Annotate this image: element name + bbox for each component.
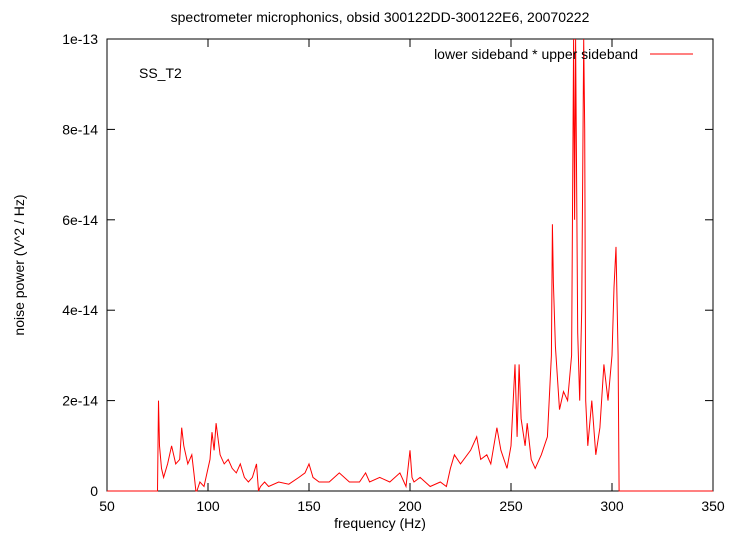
x-tick-label: 350	[701, 498, 725, 514]
x-tick-label: 50	[99, 498, 115, 514]
y-tick-label: 2e-14	[62, 393, 98, 409]
x-axis-ticks: 50 100 150 200 250 300 350	[99, 39, 725, 514]
plot-annotation: SS_T2	[139, 65, 182, 81]
x-tick-label: 300	[600, 498, 624, 514]
chart-title: spectrometer microphonics, obsid 300122D…	[171, 9, 590, 25]
x-axis-label: frequency (Hz)	[334, 515, 426, 531]
legend: lower sideband * upper sideband	[434, 46, 693, 62]
plot-frame	[106, 38, 714, 492]
y-axis-label: noise power (V^2 / Hz)	[11, 194, 27, 335]
x-tick-label: 250	[499, 498, 523, 514]
y-tick-label: 6e-14	[62, 212, 98, 228]
series-layer	[107, 38, 713, 492]
x-tick-label: 100	[196, 498, 220, 514]
x-tick-label: 150	[297, 498, 321, 514]
series-line	[107, 38, 713, 492]
y-tick-label: 0	[90, 483, 98, 499]
y-axis-ticks: 0 2e-14 4e-14 6e-14 8e-14 1e-13	[62, 31, 713, 499]
y-tick-label: 8e-14	[62, 121, 98, 137]
y-tick-label: 1e-13	[62, 31, 98, 47]
x-tick-label: 200	[398, 498, 422, 514]
y-tick-label: 4e-14	[62, 302, 98, 318]
legend-label: lower sideband * upper sideband	[434, 46, 638, 62]
